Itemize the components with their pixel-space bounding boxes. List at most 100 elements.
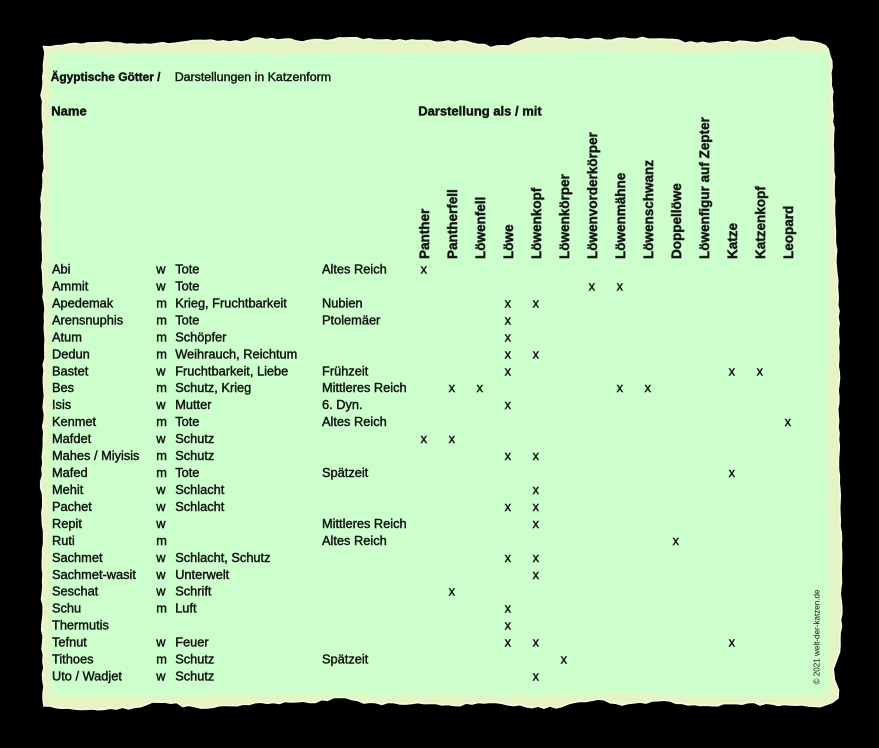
svg-text:x: x [505,346,512,361]
svg-text:m: m [156,312,167,327]
svg-text:Tote: Tote [175,312,199,327]
svg-text:w: w [155,550,166,565]
svg-text:x: x [533,295,540,310]
svg-text:x: x [505,550,512,565]
svg-text:Schu: Schu [52,601,81,616]
svg-text:x: x [533,550,540,565]
svg-text:Darstellung als / mit: Darstellung als / mit [418,103,542,118]
svg-text:Mittleres Reich: Mittleres Reich [322,380,407,395]
svg-text:Mehit: Mehit [52,482,84,497]
svg-text:Arensnuphis: Arensnuphis [52,312,123,327]
svg-text:w: w [155,262,166,277]
svg-text:Löwe: Löwe [501,224,516,259]
svg-text:Leopard: Leopard [781,206,796,259]
svg-text:Löwenschwanz: Löwenschwanz [641,160,656,259]
svg-text:Feuer: Feuer [175,635,209,650]
svg-text:w: w [155,431,166,446]
svg-text:x: x [477,380,484,395]
svg-text:x: x [505,448,512,463]
svg-text:x: x [729,363,736,378]
svg-text:x: x [561,652,568,667]
svg-text:Schlacht: Schlacht [175,482,225,497]
svg-text:Frühzeit: Frühzeit [322,363,369,378]
svg-text:x: x [533,482,540,497]
svg-text:Repit: Repit [52,516,82,531]
svg-text:Tote: Tote [175,279,199,294]
svg-text:w: w [155,635,166,650]
svg-text:m: m [156,414,167,429]
svg-text:w: w [155,363,166,378]
svg-text:Sachmet: Sachmet [52,550,103,565]
svg-text:Tefnut: Tefnut [52,635,87,650]
svg-text:w: w [155,669,166,684]
svg-text:Nubien: Nubien [322,295,363,310]
svg-text:Mutter: Mutter [175,397,212,412]
svg-text:Altes Reich: Altes Reich [322,262,387,277]
svg-text:x: x [505,601,512,616]
svg-text:x: x [589,279,596,294]
svg-text:Spätzeit: Spätzeit [322,652,369,667]
svg-text:Schutz: Schutz [175,652,214,667]
svg-text:Schutz, Krieg: Schutz, Krieg [175,380,251,395]
svg-text:x: x [505,397,512,412]
svg-text:x: x [533,346,540,361]
svg-text:w: w [155,516,166,531]
svg-text:Schutz: Schutz [175,669,214,684]
svg-text:Ptolemäer: Ptolemäer [322,312,381,327]
svg-text:Löwenkopf: Löwenkopf [529,187,544,259]
svg-text:Weihrauch, Reichtum: Weihrauch, Reichtum [175,346,297,361]
svg-text:Pachet: Pachet [52,499,92,514]
svg-text:Ägyptische Götter /: Ägyptische Götter / [51,69,161,84]
svg-text:Doppellöwe: Doppellöwe [669,183,684,259]
svg-text:x: x [505,363,512,378]
svg-text:x: x [673,533,680,548]
svg-text:Schlacht, Schutz: Schlacht, Schutz [175,550,270,565]
svg-text:Ammit: Ammit [52,279,89,294]
svg-text:x: x [505,635,512,650]
svg-text:x: x [533,567,540,582]
svg-text:Tote: Tote [175,414,199,429]
svg-text:m: m [156,346,167,361]
svg-text:Schöpfer: Schöpfer [175,329,227,344]
svg-text:Spätzeit: Spätzeit [322,465,369,480]
svg-text:Pantherfell: Pantherfell [445,189,460,259]
svg-text:Altes Reich: Altes Reich [322,533,387,548]
svg-text:w: w [155,482,166,497]
svg-text:m: m [156,533,167,548]
svg-text:Atum: Atum [52,329,82,344]
svg-text:Apedemak: Apedemak [52,295,114,310]
svg-text:Ruti: Ruti [52,533,75,548]
svg-text:Isis: Isis [52,397,71,412]
svg-text:x: x [533,635,540,650]
svg-text:m: m [156,652,167,667]
svg-text:w: w [155,499,166,514]
svg-text:x: x [449,431,456,446]
svg-text:x: x [533,448,540,463]
svg-text:Löwenmähne: Löwenmähne [613,172,628,259]
svg-text:x: x [421,431,428,446]
svg-text:Seschat: Seschat [52,584,99,599]
svg-text:m: m [156,329,167,344]
svg-text:Mafed: Mafed [52,465,88,480]
svg-text:Mafdet: Mafdet [52,431,92,446]
svg-text:Fruchtbarkeit, Liebe: Fruchtbarkeit, Liebe [175,363,288,378]
svg-text:Mittleres Reich: Mittleres Reich [322,516,407,531]
svg-text:x: x [617,380,624,395]
svg-text:Mahes / Miyisis: Mahes / Miyisis [52,448,139,463]
svg-text:x: x [505,618,512,633]
svg-text:Kenmet: Kenmet [52,414,97,429]
svg-text:Panther: Panther [417,208,432,259]
svg-text:Löwenvorderkörper: Löwenvorderkörper [585,131,600,259]
svg-text:x: x [645,380,652,395]
svg-text:Schlacht: Schlacht [175,499,225,514]
svg-text:w: w [155,279,166,294]
svg-text:x: x [505,312,512,327]
svg-text:m: m [156,601,167,616]
svg-text:Darstellungen in Katzenform: Darstellungen in Katzenform [175,70,331,84]
svg-text:x: x [729,635,736,650]
svg-text:Luft: Luft [175,601,197,616]
svg-text:6. Dyn.: 6. Dyn. [322,397,363,412]
svg-text:Name: Name [51,103,86,118]
svg-text:x: x [785,414,792,429]
svg-text:x: x [505,329,512,344]
